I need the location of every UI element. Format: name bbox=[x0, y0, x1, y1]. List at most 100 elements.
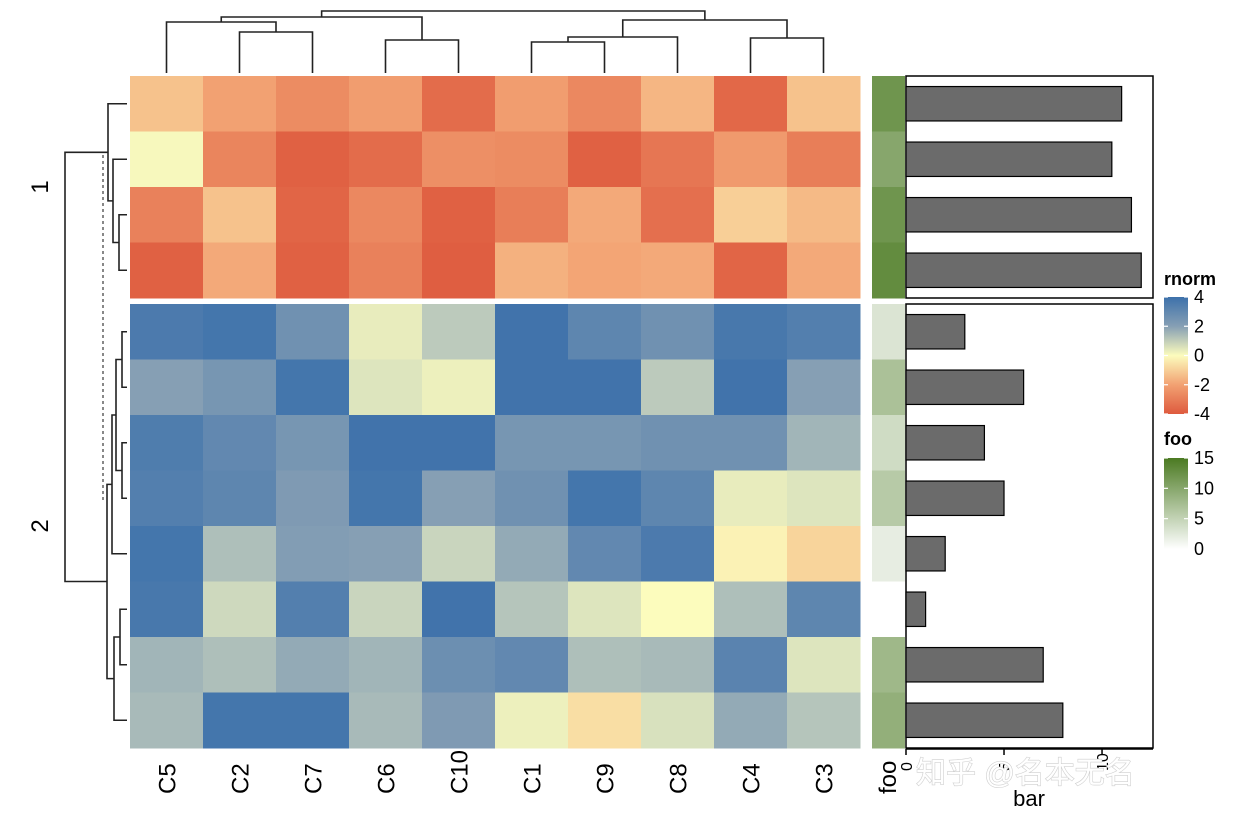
heatmap-cell bbox=[568, 470, 642, 527]
heatmap-cell bbox=[495, 637, 569, 693]
legend-title: foo bbox=[1164, 429, 1192, 449]
legend-tick-label: 4 bbox=[1194, 287, 1204, 307]
legend-tick-label: 0 bbox=[1194, 539, 1204, 559]
column-dendrogram bbox=[165, 10, 825, 73]
heatmap-cell bbox=[422, 692, 496, 749]
heatmap-cell bbox=[641, 581, 715, 638]
bar-axis-tick-label: 0 bbox=[899, 762, 916, 771]
heatmap-cell bbox=[495, 415, 569, 471]
heatmap-cell bbox=[203, 581, 277, 638]
legend-tick-label: 5 bbox=[1194, 509, 1204, 529]
heatmap-cell bbox=[568, 131, 642, 188]
heatmap-cell bbox=[495, 470, 569, 527]
heatmap-cell bbox=[568, 415, 642, 471]
heatmap-cell bbox=[714, 242, 788, 299]
heatmap-cell bbox=[276, 581, 350, 638]
foo-cell bbox=[872, 470, 905, 527]
heatmap-cell bbox=[276, 187, 350, 243]
heatmap-cell bbox=[276, 76, 350, 132]
heatmap-cell bbox=[203, 131, 277, 188]
heatmap-cells bbox=[130, 76, 861, 749]
bar bbox=[905, 646, 1044, 683]
heatmap-cell bbox=[714, 76, 788, 132]
dendrogram-link bbox=[112, 158, 127, 244]
heatmap-cell bbox=[349, 415, 423, 471]
legend-tick-label: 15 bbox=[1194, 448, 1214, 468]
heatmap-cell bbox=[641, 415, 715, 471]
bar-axis-tick-label: 5 bbox=[997, 762, 1014, 771]
heatmap-cell bbox=[422, 76, 496, 132]
dendrogram-link bbox=[384, 39, 460, 73]
bar bbox=[905, 702, 1064, 739]
row-slice-labels: 12 bbox=[27, 180, 54, 532]
column-label: C7 bbox=[301, 763, 328, 794]
heatmap-cell bbox=[349, 359, 423, 416]
legend-tick-label: 0 bbox=[1194, 346, 1204, 366]
heatmap-cell bbox=[349, 76, 423, 132]
bar bbox=[905, 424, 986, 461]
dendrogram-link bbox=[107, 102, 127, 202]
heatmap-cell bbox=[130, 187, 204, 243]
heatmap-cell bbox=[130, 415, 204, 471]
heatmap-cell bbox=[495, 187, 569, 243]
heatmap-cell bbox=[495, 304, 569, 360]
bar bbox=[905, 369, 1025, 406]
heatmap-cell bbox=[787, 242, 861, 299]
heatmap-cell bbox=[349, 526, 423, 582]
foo-cell bbox=[872, 131, 905, 188]
dendrogram-link bbox=[119, 608, 127, 666]
heatmap-cell bbox=[130, 637, 204, 693]
heatmap-cell bbox=[641, 304, 715, 360]
legend-tick-label: 2 bbox=[1194, 316, 1204, 336]
heatmap-cell bbox=[787, 637, 861, 693]
heatmap-cell bbox=[130, 692, 204, 749]
heatmap-cell bbox=[276, 637, 350, 693]
heatmap-cell bbox=[130, 359, 204, 416]
bar bbox=[905, 85, 1123, 122]
heatmap-cell bbox=[422, 581, 496, 638]
watermark: 知乎 @名本无名 bbox=[916, 757, 1135, 790]
dendrogram-link bbox=[106, 483, 114, 680]
heatmap-cell bbox=[422, 242, 496, 299]
heatmap-cell bbox=[568, 359, 642, 416]
heatmap-cell bbox=[349, 304, 423, 360]
heatmap-cell bbox=[276, 526, 350, 582]
heatmap-cell bbox=[203, 637, 277, 693]
heatmap-cell bbox=[276, 242, 350, 299]
heatmap-cell bbox=[203, 76, 277, 132]
heatmap-cell bbox=[568, 187, 642, 243]
dendrogram-link bbox=[320, 10, 706, 20]
heatmap-cell bbox=[641, 470, 715, 527]
heatmap-cell bbox=[787, 187, 861, 243]
heatmap-cell bbox=[714, 359, 788, 416]
dendrogram-link bbox=[115, 358, 122, 472]
dendrogram-link bbox=[530, 41, 606, 73]
heatmap-cell bbox=[130, 131, 204, 188]
foo-annotation-label: foo bbox=[875, 761, 902, 794]
legend-tick-label: 10 bbox=[1194, 478, 1214, 498]
dendrogram-link bbox=[64, 151, 108, 583]
dendrogram-link bbox=[621, 19, 788, 38]
heatmap-cell bbox=[276, 692, 350, 749]
foo-cell bbox=[872, 359, 905, 416]
heatmap-cell bbox=[787, 581, 861, 638]
heatmap-cell bbox=[349, 242, 423, 299]
heatmap-cell bbox=[276, 304, 350, 360]
column-labels: C5 C2 C7 C6 C10 C1 C9 C8 C4 C3 bbox=[155, 750, 839, 794]
foo-cell bbox=[872, 415, 905, 471]
heatmap-cell bbox=[641, 76, 715, 132]
heatmap-cell bbox=[787, 131, 861, 188]
heatmap-cell bbox=[714, 415, 788, 471]
heatmap-cell bbox=[714, 526, 788, 582]
heatmap-cell bbox=[130, 76, 204, 132]
bar bbox=[905, 535, 946, 572]
bar bbox=[905, 480, 1005, 517]
heatmap-cell bbox=[495, 131, 569, 188]
heatmap-cell bbox=[495, 581, 569, 638]
heatmap-cell bbox=[787, 470, 861, 527]
foo-cell bbox=[872, 581, 905, 638]
heatmap-cell bbox=[203, 242, 277, 299]
column-label: C5 bbox=[155, 763, 182, 794]
heatmap-cell bbox=[422, 637, 496, 693]
row-slice-label: 2 bbox=[27, 519, 54, 532]
